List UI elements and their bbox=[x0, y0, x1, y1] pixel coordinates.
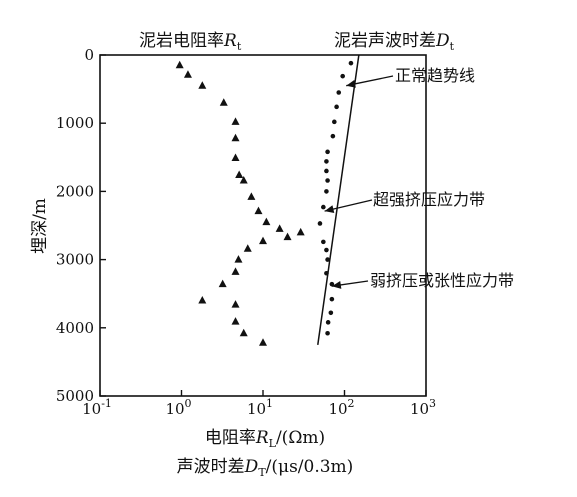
resistivity-point bbox=[275, 224, 284, 232]
sonic-point bbox=[348, 60, 354, 66]
resistivity-point bbox=[198, 296, 207, 304]
y-tick-label: 3000 bbox=[56, 251, 94, 269]
sonic-point bbox=[325, 178, 330, 183]
y-tick-label: 4000 bbox=[56, 319, 94, 337]
y-tick-label: 0 bbox=[84, 46, 94, 64]
resistivity-point bbox=[239, 175, 248, 184]
resistivity-point bbox=[231, 117, 240, 125]
sonic-point bbox=[325, 320, 331, 325]
y-tick-label: 1000 bbox=[56, 114, 94, 132]
sonic-point bbox=[325, 257, 330, 262]
annotation-arrowhead bbox=[324, 205, 335, 214]
sonic-point bbox=[329, 281, 335, 287]
normal-trend-line bbox=[317, 54, 360, 345]
x-tick-label: 103 bbox=[410, 397, 436, 418]
resistivity-point bbox=[183, 70, 192, 78]
x-axis-title-sonic: 声波时差DT/(μs/0.3m) bbox=[177, 457, 354, 479]
sonic-point bbox=[324, 247, 329, 253]
annotation-arrowhead bbox=[331, 280, 342, 289]
y-axis-title: 埋深/m bbox=[30, 198, 50, 254]
sonic-point bbox=[324, 159, 329, 164]
resistivity-point bbox=[259, 338, 267, 346]
sonic-point bbox=[329, 296, 335, 302]
sonic-point bbox=[325, 149, 330, 155]
top-label-resistivity: 泥岩电阻率Rt bbox=[139, 31, 242, 53]
annotation-label: 正常趋势线 bbox=[395, 66, 475, 85]
resistivity-point bbox=[231, 133, 240, 142]
sonic-point bbox=[321, 239, 326, 245]
resistivity-point bbox=[296, 227, 305, 236]
sonic-point bbox=[328, 310, 334, 316]
resistivity-point bbox=[231, 267, 240, 275]
sonic-point bbox=[325, 330, 330, 336]
resistivity-point bbox=[262, 217, 271, 226]
resistivity-point bbox=[239, 328, 248, 337]
trend-line-layer bbox=[317, 54, 360, 345]
x-tick-label: 101 bbox=[247, 397, 273, 418]
resistivity-point bbox=[234, 255, 243, 263]
annotation-label: 弱挤压或张性应力带 bbox=[370, 271, 514, 290]
x-tick-label: 10-1 bbox=[82, 397, 112, 418]
resistivity-point bbox=[283, 232, 292, 241]
annotation-label: 超强挤压应力带 bbox=[373, 190, 485, 209]
resistivity-point bbox=[231, 317, 240, 325]
x-tick-label: 102 bbox=[328, 397, 354, 418]
sonic-point bbox=[321, 204, 326, 210]
sonic-point bbox=[330, 133, 336, 139]
sonic-point bbox=[332, 119, 337, 125]
sonic-point bbox=[324, 270, 329, 276]
sonic-point bbox=[317, 221, 323, 226]
resistivity-point bbox=[218, 279, 227, 288]
resistivity-point bbox=[247, 192, 256, 200]
resistivity-point bbox=[231, 300, 240, 308]
sonic-point bbox=[324, 168, 329, 174]
resistivity-point bbox=[259, 236, 267, 245]
resistivity-point bbox=[198, 81, 207, 89]
resistivity-point bbox=[231, 153, 240, 161]
sonic-point bbox=[336, 90, 342, 95]
resistivity-point bbox=[254, 206, 263, 215]
y-tick-label: 2000 bbox=[56, 182, 94, 200]
x-axis-title-resistivity: 电阻率RL/(Ωm) bbox=[205, 428, 325, 450]
resistivity-point bbox=[235, 170, 244, 179]
data-points bbox=[175, 60, 354, 346]
resistivity-point bbox=[175, 60, 184, 69]
resistivity-point bbox=[243, 244, 252, 252]
y-tick-label: 5000 bbox=[56, 387, 94, 405]
resistivity-point bbox=[219, 98, 228, 106]
sonic-point bbox=[334, 104, 339, 110]
annotation-arrowhead bbox=[346, 79, 356, 88]
sonic-point bbox=[340, 73, 345, 79]
sonic-point bbox=[324, 189, 329, 194]
top-label-sonic: 泥岩声波时差Dt bbox=[334, 31, 455, 53]
x-tick-label: 100 bbox=[165, 397, 191, 418]
